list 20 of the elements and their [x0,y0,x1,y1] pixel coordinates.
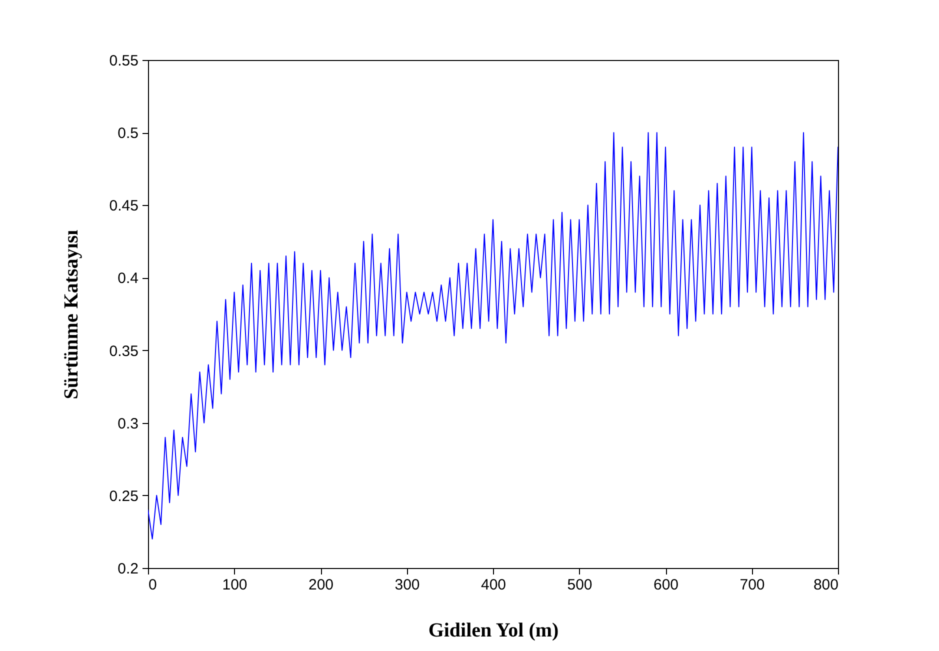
x-tick-label: 800 [813,576,838,594]
y-tick-label: 0.45 [109,198,138,215]
y-tick-label: 0.55 [109,52,138,70]
x-tick-label: 600 [653,576,679,594]
x-tick-label: 200 [308,576,334,594]
y-axis-title: Sürtünme Katsayısı [60,229,82,400]
line-series [148,132,838,540]
x-axis-title: Gidilen Yol (m) [428,620,559,642]
y-tick-label: 0.35 [109,342,138,360]
y-tick-label: 0.3 [118,415,138,432]
x-tick-label: 400 [480,576,506,594]
x-tick-label: 300 [394,576,420,594]
x-tick-label: 500 [567,576,592,594]
y-tick-label: 0.2 [118,560,138,578]
y-tick-label: 0.25 [109,488,138,505]
y-tick-label: 0.4 [118,270,138,288]
x-tick-label: 100 [222,576,248,594]
x-tick-label: 0 [148,576,157,594]
x-tick-label: 700 [740,576,765,594]
y-tick-label: 0.5 [118,125,138,142]
